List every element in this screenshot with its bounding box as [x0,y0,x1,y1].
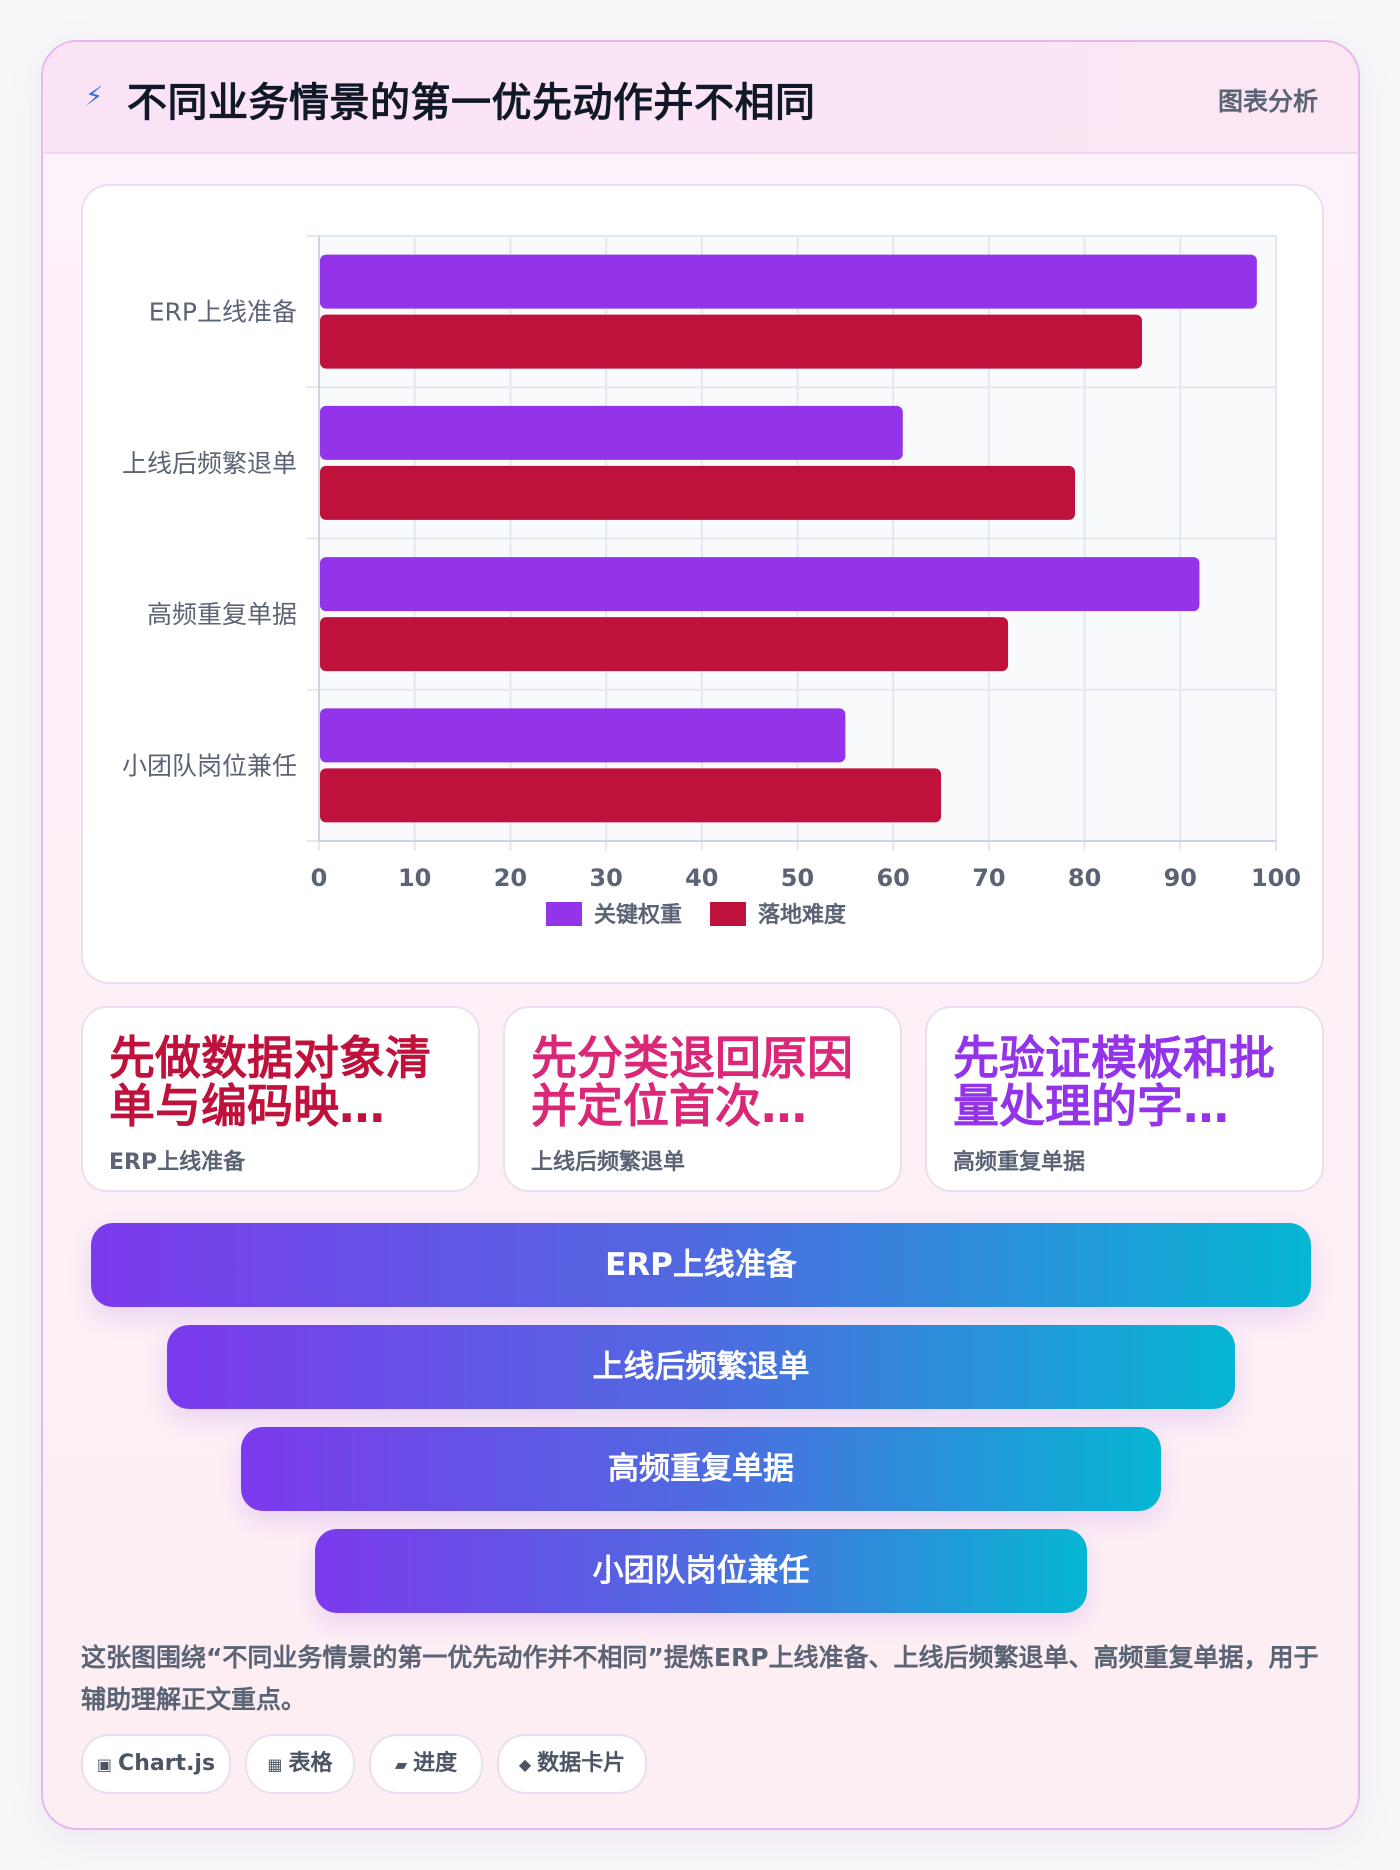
legend-label: 关键权重 [594,902,682,928]
insight-card: 先分类退回原因并定位首次… 上线后频繁退单 [503,1006,902,1192]
bar-0 [320,708,846,763]
tag-label: 进度 [413,1751,458,1776]
tag-icon: ▦ [267,1755,283,1774]
insight-scenario: 上线后频繁退单 [531,1150,686,1175]
x-tick-label: 10 [398,864,431,892]
x-tick-label: 80 [1068,864,1101,892]
funnel-step: 小团队岗位兼任 [315,1529,1087,1613]
lightning-icon: ⚡ [85,82,104,112]
legend-label: 落地难度 [758,902,847,928]
header-tag: 图表分析 [1217,87,1318,116]
x-tick-label: 70 [972,864,1005,892]
insight-card: 先验证模板和批量处理的字… 高频重复单据 [925,1006,1324,1192]
bar-1 [320,465,1076,520]
insight-text: 先分类退回原因并定位首次… [531,1034,853,1130]
x-tick-label: 90 [1164,864,1197,892]
x-tick-label: 100 [1251,864,1301,892]
x-tick-label: 40 [685,864,718,892]
tag-chip: ▦ 表格 [245,1734,355,1794]
card-header: ⚡ 不同业务情景的第一优先动作并不相同 图表分析 [43,42,1358,154]
legend-swatch [710,902,746,926]
tag-chip: ▰ 进度 [369,1734,483,1794]
tag-icon: ▣ [96,1755,113,1774]
y-category-label: 小团队岗位兼任 [122,751,297,780]
tag-icon: ▰ [394,1755,408,1774]
chart-card: ⚡ 不同业务情景的第一优先动作并不相同 图表分析 0 10 20 30 40 50 60 70… [41,40,1360,1830]
tag-chip: ▣ Chart.js [81,1734,231,1794]
x-tick-label: 0 [311,864,328,892]
insight-text: 先验证模板和批量处理的字… [953,1034,1275,1130]
insight-scenario: ERP上线准备 [109,1150,246,1175]
x-tick-label: 60 [876,864,909,892]
bar-0 [320,557,1200,612]
bar-1 [320,768,942,823]
x-tick-label: 50 [781,864,814,892]
x-tick-label: 30 [589,864,622,892]
x-tick-label: 20 [494,864,527,892]
y-category-label: ERP上线准备 [149,298,297,327]
tag-chip: ◆ 数据卡片 [497,1734,647,1794]
funnel-step: ERP上线准备 [91,1223,1311,1307]
funnel-step: 高频重复单据 [241,1427,1161,1511]
tag-label: Chart.js [118,1751,216,1776]
bar-1 [320,314,1143,369]
bar-0 [320,405,903,460]
legend-swatch [546,902,582,926]
tag-label: 表格 [288,1751,333,1776]
y-category-label: 高频重复单据 [147,600,297,629]
insight-scenario: 高频重复单据 [953,1150,1086,1175]
tag-label: 数据卡片 [537,1751,626,1776]
insight-text: 先做数据对象清单与编码映… [109,1034,431,1130]
y-category-label: 上线后频繁退单 [122,449,297,478]
tag-icon: ◆ [518,1755,532,1774]
bar-1 [320,617,1009,672]
bar-chart: 0 10 20 30 40 50 60 70 80 90 100 ERP上线准备上线后频繁退单高频重复… [122,235,1301,928]
bar-0 [320,254,1257,309]
chart-panel: 0 10 20 30 40 50 60 70 80 90 100 ERP上线准备上线后频繁退单高频重复… [81,184,1324,984]
funnel-step: 上线后频繁退单 [167,1325,1235,1409]
page-title: 不同业务情景的第一优先动作并不相同 [127,80,816,126]
insight-card: 先做数据对象清单与编码映… ERP上线准备 [81,1006,480,1192]
chart-caption: 这张图围绕“不同业务情景的第一优先动作并不相同”提炼ERP上线准备、上线后频繁退… [81,1643,1319,1714]
